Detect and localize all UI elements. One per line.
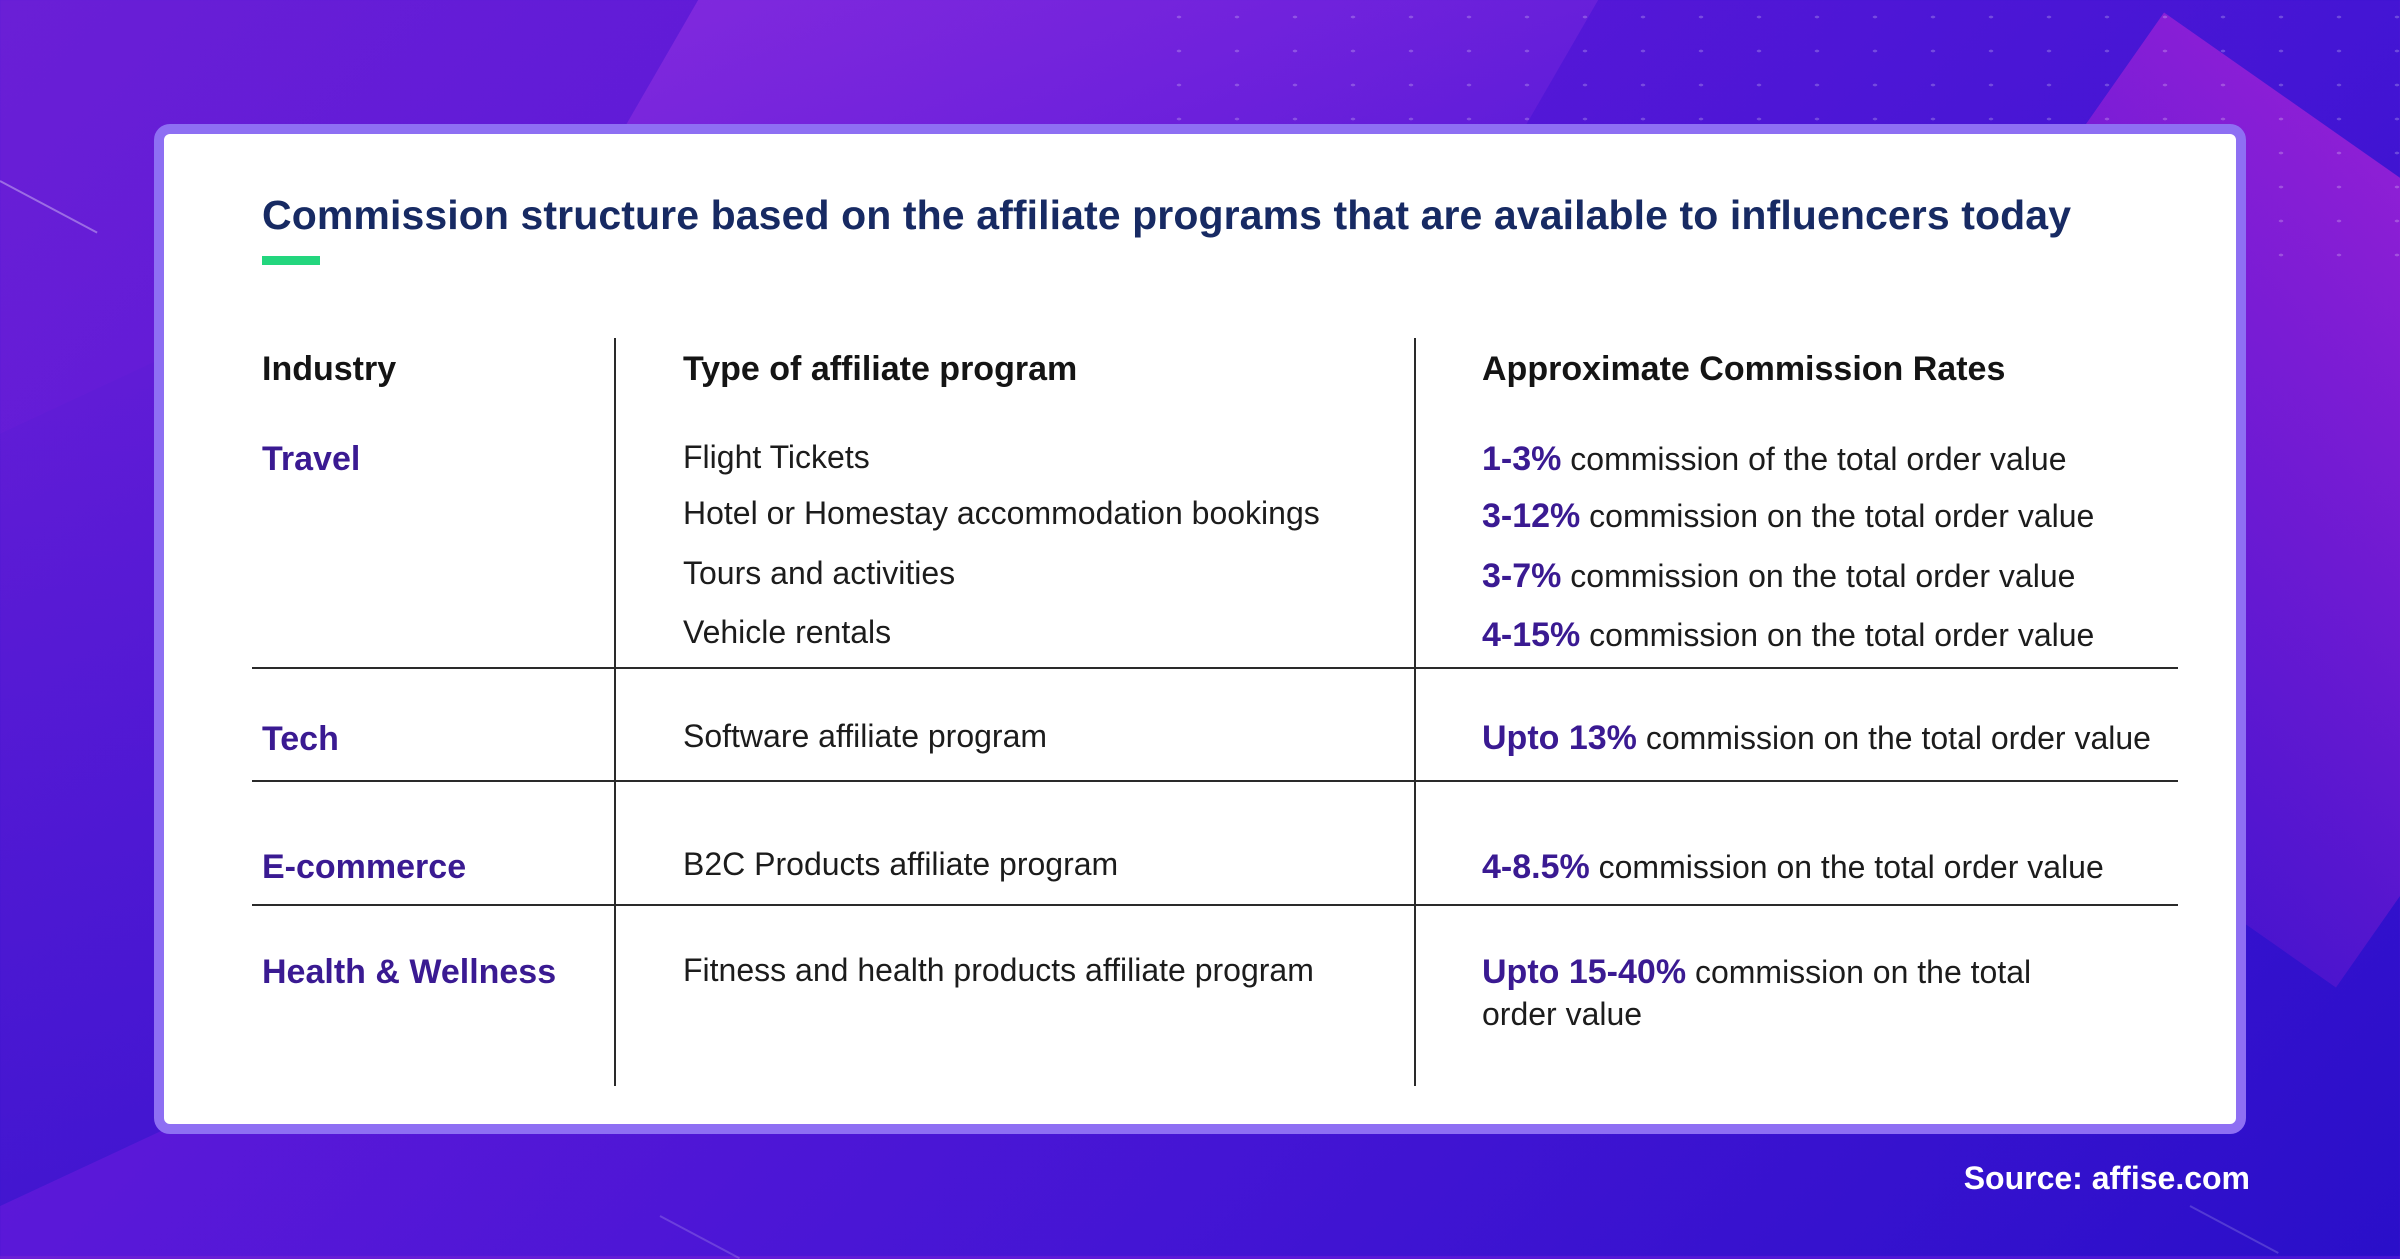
program-item: Tours and activities <box>683 555 956 591</box>
decorative-line <box>2189 1205 2279 1254</box>
commission-table-card: Commission structure based on the affili… <box>154 124 2246 1134</box>
decorative-line <box>0 180 98 234</box>
rate-value: 4-15% <box>1482 616 1581 654</box>
rate-value: Upto 13% <box>1482 719 1637 757</box>
row-divider <box>252 667 2178 669</box>
rate-item: 4-15% commission on the total order valu… <box>1482 613 2094 657</box>
decorative-line <box>659 1215 740 1259</box>
title-accent-bar <box>262 256 320 265</box>
rate-item: 1-3% commission of the total order value <box>1482 437 2067 481</box>
rate-item: 3-7% commission on the total order value <box>1482 554 2075 598</box>
column-divider <box>614 338 616 1086</box>
rate-value: 1-3% <box>1482 440 1562 478</box>
rate-description: commission on the total order value <box>1561 558 2076 594</box>
rate-value: 4-8.5% <box>1482 848 1590 886</box>
rate-description: commission on the total order value <box>1482 954 2032 1033</box>
industry-ecommerce: E-commerce <box>262 848 467 886</box>
program-item: Software affiliate program <box>683 718 1048 754</box>
rate-value: 3-7% <box>1482 557 1562 595</box>
program-item: Vehicle rentals <box>683 614 892 650</box>
program-item: Fitness and health products affiliate pr… <box>683 952 1314 988</box>
source-credit: Source: affise.com <box>1963 1160 2250 1196</box>
row-divider <box>252 904 2178 906</box>
industry-travel: Travel <box>262 440 361 478</box>
column-divider <box>1414 338 1416 1086</box>
industry-tech: Tech <box>262 720 339 758</box>
industry-health-wellness: Health & Wellness <box>262 953 557 991</box>
program-item: Hotel or Homestay accommodation bookings <box>683 495 1320 531</box>
rate-item: 4-8.5% commission on the total order val… <box>1482 845 2104 889</box>
rate-description: commission on the total order value <box>1580 498 2095 534</box>
header-industry: Industry <box>262 350 397 388</box>
header-program-type: Type of affiliate program <box>683 350 1078 388</box>
rate-item: Upto 13% commission on the total order v… <box>1482 716 2151 760</box>
header-commission-rates: Approximate Commission Rates <box>1482 350 2006 388</box>
rate-description: commission on the total order value <box>1636 720 2151 756</box>
rate-description: commission on the total order value <box>1589 849 2104 885</box>
page-title: Commission structure based on the affili… <box>262 192 2072 238</box>
program-item: Flight Tickets <box>683 439 870 475</box>
rate-item: Upto 15-40% commission on the total orde… <box>1482 950 2102 1036</box>
row-divider <box>252 780 2178 782</box>
rate-value: 3-12% <box>1482 497 1581 535</box>
program-item: B2C Products affiliate program <box>683 846 1119 882</box>
rate-description: commission on the total order value <box>1580 617 2095 653</box>
rate-item: 3-12% commission on the total order valu… <box>1482 494 2094 538</box>
rate-description: commission of the total order value <box>1561 441 2067 477</box>
rate-value: Upto 15-40% <box>1482 953 1687 991</box>
